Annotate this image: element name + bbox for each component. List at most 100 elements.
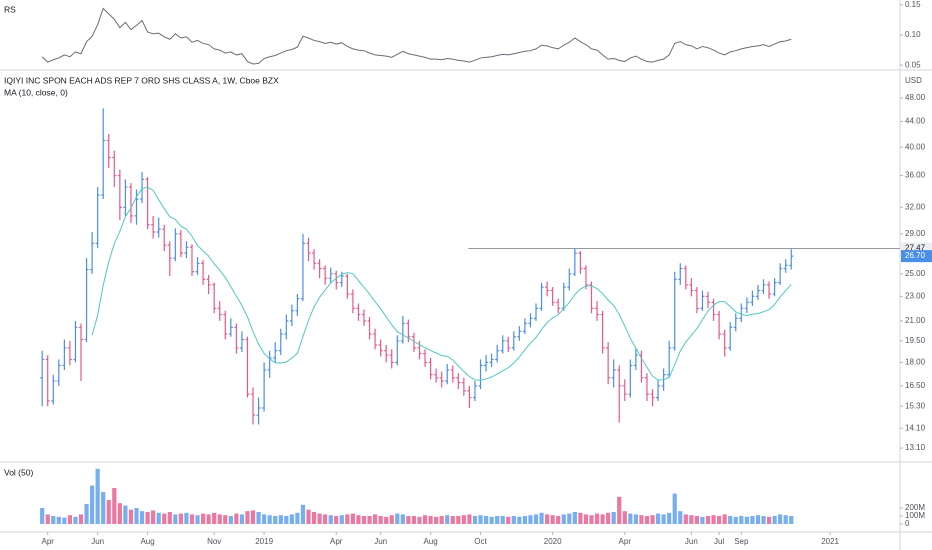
rs-title: RS: [4, 4, 16, 14]
volume-bar: [434, 516, 439, 524]
volume-bar: [300, 504, 306, 524]
y-tick-label: 36.00: [905, 171, 926, 180]
ma-legend: MA (10, close, 0): [4, 87, 68, 97]
y-tick-label: 25.00: [905, 269, 926, 278]
volume-bar: [328, 515, 333, 524]
volume-bar: [522, 516, 528, 524]
volume-bar: [112, 488, 117, 524]
volume-bar: [728, 516, 733, 524]
volume-bar: [323, 514, 328, 524]
volume-bar: [450, 516, 455, 524]
y-tick-label: 0.15: [905, 0, 921, 9]
last-price-box: [901, 250, 932, 263]
volume-bar: [639, 515, 644, 524]
y-tick-label: 23.00: [905, 291, 926, 300]
volume-bar: [750, 516, 755, 524]
volume-bar: [289, 514, 294, 524]
y-tick-label: 21.00: [905, 316, 926, 325]
x-tick-label: Jun: [91, 537, 104, 546]
volume-bar: [545, 514, 550, 524]
volume-bar: [744, 516, 749, 524]
volume-bar: [722, 514, 727, 524]
volume-bar: [73, 516, 78, 524]
volume-bar: [789, 516, 794, 524]
volume-bar: [517, 516, 522, 524]
volume-bar: [262, 514, 267, 524]
volume-bar: [139, 511, 145, 524]
volume-bar: [128, 509, 134, 524]
volume-bar: [295, 512, 300, 524]
y-tick-label: 0.05: [905, 60, 921, 69]
volume-bar: [445, 515, 450, 524]
volume-bar: [583, 514, 589, 524]
volume-bar: [556, 516, 561, 524]
volume-bar: [267, 515, 272, 524]
y-tick-label: 14.10: [905, 423, 926, 432]
volume-bar: [367, 516, 372, 524]
y-tick-label: 19.50: [905, 336, 926, 345]
volume-bar: [711, 515, 716, 524]
y-tick-label: 18.00: [905, 358, 926, 367]
volume-bar: [339, 515, 344, 524]
y-tick-label: 32.00: [905, 202, 926, 211]
volume-bar: [783, 515, 788, 524]
volume-bar: [594, 513, 600, 524]
volume-bar: [611, 512, 616, 524]
volume-bar: [245, 511, 250, 524]
x-tick-label: Apr: [41, 537, 54, 546]
volume-bar: [356, 515, 361, 524]
volume-bar: [600, 514, 605, 524]
volume-bar: [223, 515, 228, 524]
volume-bar: [778, 514, 783, 524]
volume-bar: [90, 485, 95, 524]
volume-bar: [167, 512, 172, 524]
volume-bar: [533, 514, 539, 524]
volume-bar: [106, 500, 111, 524]
volume-bar: [506, 516, 511, 524]
volume-bar: [206, 514, 211, 524]
volume-bar: [511, 516, 516, 524]
volume-bar: [406, 516, 411, 524]
volume-bar: [228, 516, 233, 524]
annotation-label: 27.47: [905, 244, 926, 253]
volume-bar: [567, 513, 572, 524]
y-tick-label: 0.10: [905, 30, 921, 39]
rs-line: [41, 7, 792, 65]
volume-bar: [755, 515, 761, 524]
volume-bar: [478, 515, 483, 524]
volume-bar: [173, 514, 178, 524]
x-tick-label: Nov: [207, 537, 221, 546]
volume-bar: [56, 516, 61, 524]
volume-bar: [461, 515, 466, 524]
x-tick-label: Aug: [140, 537, 154, 546]
currency-label: USD: [905, 76, 922, 85]
volume-bar: [705, 516, 711, 524]
volume-bar: [278, 515, 283, 524]
volume-bar: [389, 515, 394, 524]
x-tick-label: 2019: [255, 537, 273, 546]
chart-title: IQIYI INC SPON EACH ADS REP 7 ORD SHS CL…: [4, 75, 279, 85]
volume-bar: [683, 514, 688, 524]
volume-bar: [578, 512, 583, 524]
volume-bar: [156, 512, 161, 524]
volume-bar: [700, 516, 705, 524]
volume-bar: [361, 516, 367, 524]
volume-bar: [772, 516, 777, 524]
volume-bar: [334, 516, 339, 524]
volume-bar: [184, 512, 189, 524]
volume-bar: [350, 513, 355, 524]
volume-bar: [256, 512, 261, 524]
volume-bar: [345, 514, 350, 524]
volume-bar: [550, 515, 555, 524]
volume-bar: [489, 516, 494, 524]
volume-bar: [561, 514, 566, 524]
x-tick-label: Jun: [685, 537, 698, 546]
volume-bar: [212, 512, 217, 524]
y-tick-label: 200M: [905, 503, 925, 512]
volume-bar: [67, 515, 73, 524]
volume-bar: [117, 503, 122, 524]
volume-bar: [123, 505, 128, 524]
volume-bar: [95, 468, 100, 524]
volume-bar: [495, 516, 500, 524]
volume-bar: [766, 516, 772, 524]
